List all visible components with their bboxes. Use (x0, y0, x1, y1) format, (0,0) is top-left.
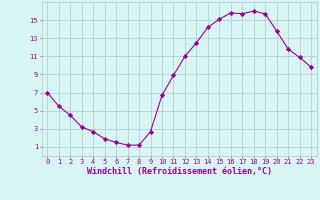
X-axis label: Windchill (Refroidissement éolien,°C): Windchill (Refroidissement éolien,°C) (87, 167, 272, 176)
